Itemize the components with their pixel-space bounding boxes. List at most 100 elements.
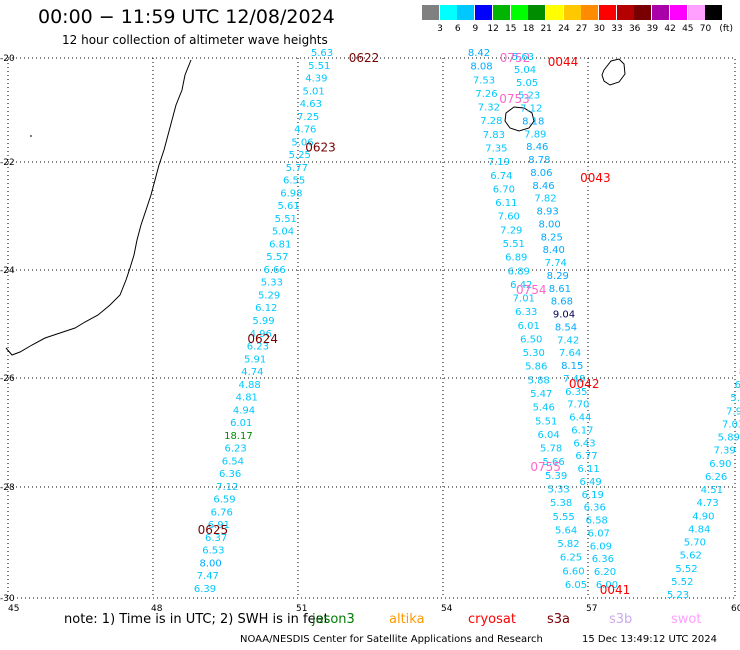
wave-height-label: 5.62	[680, 551, 702, 562]
wave-height-label: 18.17	[224, 431, 253, 442]
wave-height-label: 6.58	[586, 516, 608, 527]
wave-height-label: 5.99	[252, 316, 274, 327]
wave-height-label: 7.91	[726, 406, 740, 417]
wave-height-label: 5.66	[542, 457, 564, 468]
altimeter-track: 5.63 5.51 4.395.01 4.63 7.25 4.765.06 5.25 5.77…	[194, 48, 379, 595]
wave-height-label: 7.39	[713, 446, 735, 457]
legend-swatch	[616, 5, 634, 20]
wave-height-label: 7.32	[478, 103, 500, 114]
x-tick-label: 54	[441, 604, 453, 614]
satellite-cryosat: cryosat	[468, 612, 516, 627]
wave-height-label: 7.64	[559, 348, 581, 359]
wave-height-label: 7.03	[722, 420, 740, 431]
pass-time-label: 0622	[349, 51, 380, 65]
x-tick-label: 51	[296, 604, 307, 614]
y-tick-label: -24	[0, 266, 15, 276]
wave-height-label: 6.39	[194, 584, 216, 595]
wave-height-label: 6.76	[211, 507, 233, 518]
wave-height-label: 8.68	[551, 297, 573, 308]
footer-credit: NOAA/NESDIS Center for Satellite Applica…	[240, 634, 543, 645]
wave-height-label: 5.57	[266, 252, 288, 263]
map-grid	[7, 57, 736, 599]
wave-height-label: 5.38	[550, 498, 572, 509]
wave-height-label: 7.19	[488, 157, 510, 168]
wave-height-label: 7.29	[500, 225, 522, 236]
reunion-island	[504, 106, 535, 132]
wave-height-label: 4.88	[238, 380, 260, 391]
wave-height-label: 5.25	[289, 150, 311, 161]
wave-height-label: 7.53	[473, 75, 495, 86]
wave-height-label: 6.20	[594, 567, 616, 578]
legend-label: 70	[699, 24, 712, 34]
wave-height-label: 5.51	[535, 416, 557, 427]
legend-label: 27	[575, 24, 588, 34]
wave-height-label: 6.91	[208, 520, 230, 531]
wave-height-label: 8.78	[528, 155, 550, 166]
wave-height-label: 8.93	[536, 207, 558, 218]
wave-height-label: 5.55	[552, 512, 574, 523]
wave-height-label: 8.46	[532, 181, 554, 192]
wave-tracks: 5.63 5.51 4.395.01 4.63 7.25 4.765.06 5.25 5.77…	[194, 48, 740, 601]
pass-time-label: 0755	[530, 460, 561, 474]
wave-height-label: 8.61	[549, 284, 571, 295]
wave-height-label: 5.47	[530, 389, 552, 400]
legend-swatch	[545, 5, 563, 20]
wave-height-label: 8.00	[199, 559, 221, 570]
wave-height-label: 6.53	[202, 546, 224, 557]
wave-height-label: 6.23	[247, 342, 269, 353]
altimeter-track: 8.39 6.50 5.98 7.91 7.03 5.89 7.39 6.90 6.26 4.51…	[667, 367, 740, 601]
footer-timestamp: 15 Dec 13:49:12 UTC 2024	[582, 634, 717, 645]
wave-height-label: 5.23	[667, 590, 689, 601]
wave-height-label: 4.84	[688, 524, 710, 535]
wave-height-label: 5.04	[272, 227, 294, 238]
wave-height-label: 6.35	[565, 387, 587, 398]
legend-label: 42	[664, 24, 676, 34]
axis-ticks: 45 48 51 54 57 60 -20 -22 -24 -26 -28 -30	[0, 54, 740, 614]
wave-height-label: 4.76	[294, 125, 316, 136]
wave-height-label: 6.12	[255, 303, 277, 314]
wave-height-label: 6.26	[705, 472, 727, 483]
wave-height-label: 6.74	[490, 171, 512, 182]
legend-swatch	[652, 5, 670, 20]
pass-time-label: 0754	[516, 283, 547, 297]
wave-height-label: 5.61	[277, 201, 299, 212]
wave-height-label: 6.89	[505, 253, 527, 264]
wave-height-label: 5.91	[244, 354, 266, 365]
chart-title: 00:00 − 11:59 UTC 12/08/2024	[38, 6, 335, 28]
altimeter-track: 8.42 8.08 7.53 7.26 7.32 7.28 7.83 7.35 7.19 6.74…	[468, 48, 587, 591]
wave-height-label: 6.89	[508, 266, 530, 277]
wave-height-label: 5.52	[675, 564, 697, 575]
legend-label: 15	[505, 24, 517, 34]
wave-height-label: 6.43	[573, 438, 595, 449]
wave-height-label: 6.44	[569, 413, 591, 424]
wave-height-label: 5.70	[684, 538, 706, 549]
wave-height-label: 8.18	[522, 116, 544, 127]
wave-height-label: 6.36	[584, 503, 606, 514]
wave-height-label: 5.77	[286, 163, 308, 174]
wave-height-label: 6.05	[565, 580, 587, 591]
legend-swatch	[510, 5, 528, 20]
wave-height-label: 7.25	[297, 112, 319, 123]
legend-swatch	[669, 5, 687, 20]
wave-height-label: 5.33	[261, 278, 283, 289]
wave-height-label: 8.00	[538, 219, 560, 230]
wave-height-label: 4.94	[233, 405, 255, 416]
y-tick-label: -20	[0, 54, 15, 64]
wave-height-label: 7.35	[485, 144, 507, 155]
wave-height-label: 6.42	[510, 280, 532, 291]
wave-height-label: 5.64	[555, 525, 577, 536]
x-tick-label: 57	[586, 604, 597, 614]
legend-label: 21	[540, 24, 552, 34]
wave-height-label: 6.81	[269, 239, 291, 250]
legend-swatch	[457, 5, 475, 20]
y-tick-label: -28	[0, 483, 15, 493]
satellite-altika: altika	[389, 612, 425, 627]
wave-height-label: 7.01	[513, 294, 535, 305]
wave-height-label: 8.39	[739, 367, 740, 378]
wave-height-label: 5.63	[512, 52, 534, 63]
wave-height-label: 6.90	[709, 459, 731, 470]
wave-height-label: 4.90	[692, 511, 714, 522]
wave-height-label: 7.12	[520, 104, 542, 115]
wave-height-label: 5.51	[275, 214, 297, 225]
wave-height-label: 6.09	[590, 541, 612, 552]
